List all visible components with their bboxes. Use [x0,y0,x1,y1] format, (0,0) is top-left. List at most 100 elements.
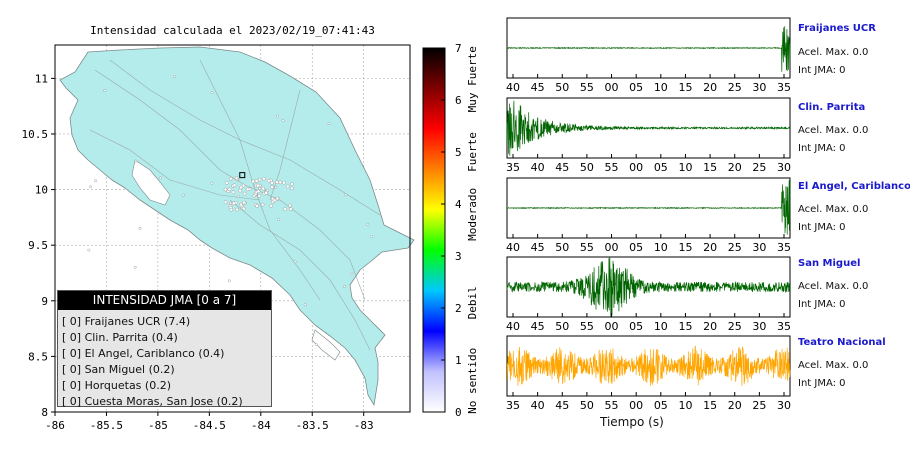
town-marker [266,178,271,183]
trace-tick-label: 15 [703,161,717,174]
trace-tick-label: 30 [752,320,766,333]
trace-tick-label: 35 [777,241,791,254]
road [229,199,371,351]
trace-waveform [506,257,791,317]
town-marker [370,235,374,238]
colorbar-tick-label: 2 [455,302,462,315]
trace-tick-label: 20 [728,399,742,412]
map-y-tick-label: 10 [35,184,48,197]
trace-tick-label: 00 [605,320,619,333]
town-marker [87,248,91,252]
town-marker [134,159,138,163]
trace-tick-label: 30 [777,399,791,412]
colorbar-category-label: No sentido [466,348,479,414]
map-x-tick-label: -83 [354,419,374,432]
map-y-tick-label: 9.5 [28,239,48,252]
trace-tick-label: 45 [555,161,569,174]
colorbar-tick-label: 1 [455,354,462,367]
town-marker [251,179,256,184]
trace-station-name: San Miguel [798,258,861,269]
trace-tick-label: 40 [506,320,520,333]
town-marker [366,222,370,226]
town-marker [257,194,262,198]
trace-tick-label: 15 [703,399,717,412]
town-marker [238,188,242,193]
town-marker [270,181,274,185]
trace-waveform [506,26,791,72]
town-marker [258,187,262,191]
colorbar-tick-label: 4 [455,198,462,211]
map-y-axis: 11 10.5 10 9.5 9 8.5 8 [22,72,55,419]
trace-tick-label: 35 [777,320,791,333]
trace-tick-label: 45 [555,399,569,412]
map-x-tick-label: -84.5 [193,419,226,432]
trace-tick-label: 00 [605,241,619,254]
trace-tick-label: 05 [629,320,643,333]
trace-tick-label: 55 [605,161,619,174]
legend-row: [ 0] Fraijanes UCR (7.4) [62,315,191,328]
trace-tick-label: 30 [752,241,766,254]
town-marker [133,265,137,269]
trace-jma: Int JMA: 0 [798,222,846,233]
town-marker [227,279,231,283]
trace-station-name: El Angel, Cariblanco [798,181,910,192]
map-y-tick-label: 11 [35,72,48,85]
colorbar-category-label: Muy Fuerte [466,46,479,112]
trace-tick-label: 10 [654,320,668,333]
epicenter-marker [239,172,246,179]
road [89,129,261,201]
map-x-axis: -86 -85.5 -85 -84.5 -84 -83.5 -83 [45,412,374,432]
town-marker [269,204,274,208]
trace-tick-label: 05 [654,399,668,412]
trace-jma: Int JMA: 0 [798,299,846,310]
trace-waveform [506,180,791,235]
trace-tick-label: 50 [555,81,569,94]
trace-tick-label: 35 [506,399,520,412]
map-towns [87,75,374,369]
town-marker [227,187,232,192]
town-marker [229,207,234,212]
trace-tick-label: 55 [605,399,619,412]
trace-tick-label: 25 [752,161,766,174]
town-marker [272,198,277,203]
town-marker [285,184,290,189]
town-marker [223,187,228,192]
trace-tick-label: 10 [678,399,692,412]
town-marker [229,201,233,205]
trace-tick-label: 20 [703,320,717,333]
trace-station-name: Teatro Nacional [798,337,886,348]
map-x-tick-label: -83.5 [296,419,329,432]
map-frame [54,44,411,413]
legend-header: INTENSIDAD JMA [0 a 7] [58,291,271,310]
legend-row: [ 0] El Angel, Cariblanco (0.4) [62,347,225,360]
trace-tick-label: 45 [531,320,545,333]
trace-acel: Acel. Max. 0.0 [798,360,869,371]
legend-row: [ 0] Cuesta Moras, San Jose (0.2) [62,395,243,408]
trace-tick-label: 20 [703,241,717,254]
trace-panel: 40 45 50 55 00 05 10 15 20 25 30 35 [506,17,791,94]
trace-tick-label: 55 [580,241,594,254]
town-marker [260,202,265,207]
trace-tick-label: 55 [580,320,594,333]
town-marker [239,185,243,190]
trace-tick-label: 25 [752,399,766,412]
colorbar-category-label: Fuerte [466,132,479,172]
colorbar-category-label: Moderado [466,188,479,241]
trace-tick-label: 15 [678,241,692,254]
trace-tick-label: 00 [629,399,643,412]
colorbar-tick-label: 3 [455,250,462,263]
town-marker [256,189,261,194]
trace-tick-label: 05 [629,81,643,94]
legend-row: [ 0] Horquetas (0.2) [62,379,171,392]
town-marker [277,218,281,222]
trace-acel: Acel. Max. 0.0 [798,204,869,215]
town-marker [103,89,107,92]
town-marker [235,207,239,212]
town-marker [350,271,354,275]
trace-jma: Int JMA: 0 [798,143,846,154]
legend-row: [ 0] Clin. Parrita (0.4) [62,331,178,344]
trace-tick-label: 10 [654,241,668,254]
trace-tick-label: 20 [728,161,742,174]
trace-tick-label: 30 [752,81,766,94]
